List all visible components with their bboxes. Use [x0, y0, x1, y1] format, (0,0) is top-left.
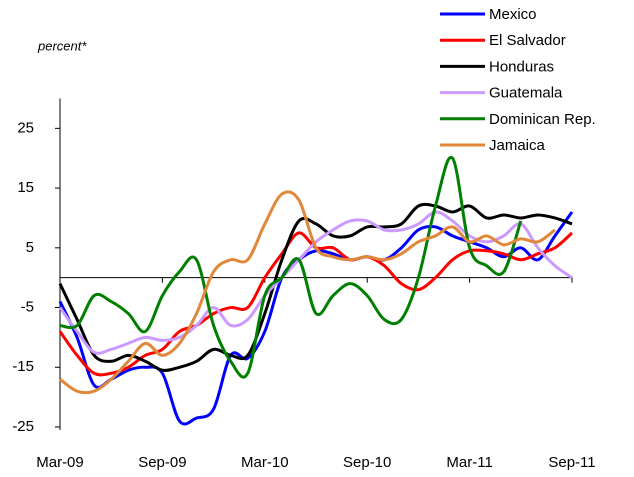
legend-label: Jamaica	[489, 137, 546, 154]
x-tick-label: Mar-09	[36, 454, 84, 471]
series-line	[58, 202, 573, 372]
legend-label: Honduras	[489, 58, 554, 75]
y-axis-label: percent*	[37, 38, 87, 53]
x-tick-label: Sep-11	[548, 454, 595, 471]
legend-label: Guatemala	[489, 85, 563, 102]
x-tick-label: Mar-11	[446, 454, 492, 471]
series-line	[59, 155, 523, 379]
legend-label: Mexico	[489, 6, 537, 23]
x-tick-label: Sep-09	[138, 454, 186, 471]
y-tick-label: -5	[21, 299, 34, 316]
y-tick-label: -15	[12, 358, 34, 375]
x-tick-label: Sep-10	[343, 454, 391, 471]
legend-label: Dominican Rep.	[489, 111, 596, 128]
x-tick-label: Mar-10	[241, 454, 289, 471]
y-tick-label: 5	[26, 239, 34, 256]
legend-label: El Salvador	[489, 32, 566, 49]
y-tick-label: -25	[12, 418, 34, 435]
y-tick-label: 15	[17, 179, 34, 196]
series-line	[58, 210, 573, 355]
series-line	[58, 211, 574, 426]
series-line	[59, 190, 556, 395]
y-tick-label: 25	[17, 119, 34, 136]
